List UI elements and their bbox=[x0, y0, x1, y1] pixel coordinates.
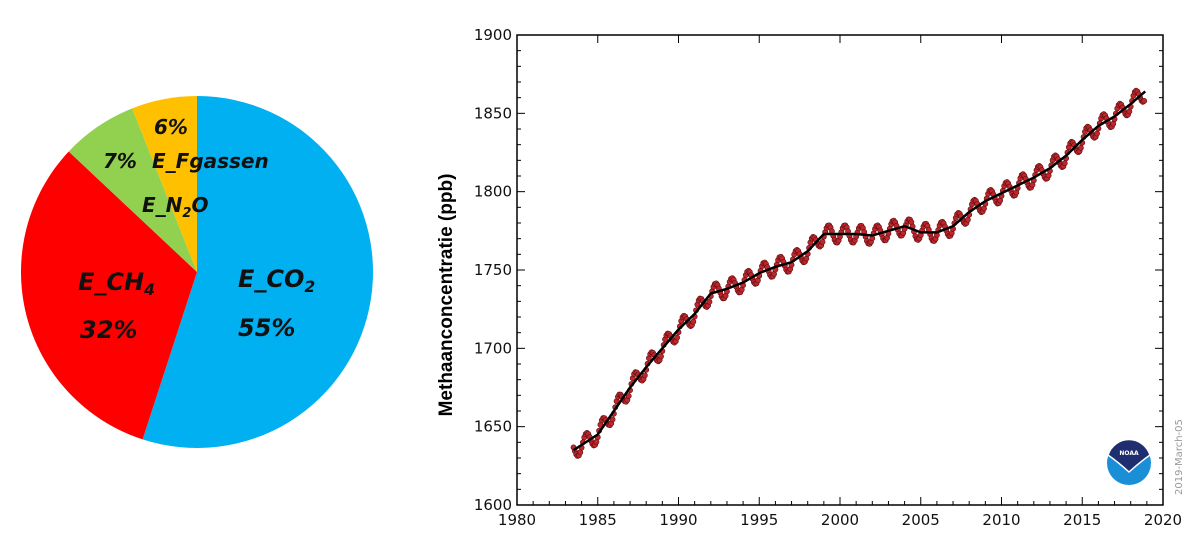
x-tick-label: 2020 bbox=[1144, 511, 1182, 529]
x-tick-label: 1980 bbox=[498, 511, 536, 529]
monthly-point bbox=[819, 239, 826, 245]
y-tick-label: 1650 bbox=[474, 418, 512, 436]
x-tick-label: 2005 bbox=[902, 511, 940, 529]
monthly-point bbox=[690, 318, 697, 325]
pie-pct-E_N2O: 7% bbox=[103, 149, 137, 173]
monthly-point bbox=[658, 353, 664, 360]
monthly-point bbox=[641, 372, 648, 379]
monthly-point bbox=[625, 393, 632, 399]
pie-slice-E_N2O bbox=[68, 108, 197, 272]
pie-pct-E_CH4: 32% bbox=[80, 316, 137, 344]
pie-slice-E_CH4 bbox=[20, 151, 197, 440]
x-tick-label: 1995 bbox=[740, 511, 778, 529]
plot-frame bbox=[516, 34, 1164, 506]
y-tick-label: 1700 bbox=[474, 339, 512, 357]
noaa-logo: NOAA bbox=[1107, 438, 1151, 485]
x-tick-label: 1990 bbox=[659, 511, 697, 529]
monthly-point bbox=[1141, 98, 1148, 104]
x-tick-label: 2010 bbox=[982, 511, 1020, 529]
pie-label-E_CO2: E_CO2 bbox=[238, 265, 315, 296]
pie-slice-E_Fgassen bbox=[132, 96, 197, 272]
y-tick-label: 1750 bbox=[474, 261, 512, 279]
pie-pct-E_CO2: 55% bbox=[238, 314, 295, 342]
pie-label-E_N2O: E_N2O bbox=[142, 193, 208, 221]
methane-line-chart: 1980 1985 1990 1995 2000 2005 2010 2015 2020 1600… bbox=[436, 26, 1185, 529]
y-tick-label: 1800 bbox=[474, 183, 512, 201]
monthly-point bbox=[981, 205, 987, 212]
pie-slice-E_CO2 bbox=[142, 96, 373, 449]
monthly-point bbox=[803, 255, 810, 262]
pie-pct-E_Fgassen: 6% bbox=[154, 115, 188, 139]
trend-line bbox=[572, 90, 1147, 452]
x-tick-label: 2015 bbox=[1063, 511, 1101, 529]
x-tick-label: 2000 bbox=[821, 511, 859, 529]
pie-label-E_Fgassen: E_Fgassen bbox=[152, 149, 269, 173]
date-annotation: 2019-March-05 bbox=[1174, 419, 1185, 495]
y-tick-label: 1850 bbox=[474, 104, 512, 122]
monthly-point bbox=[674, 334, 681, 341]
monthly-point bbox=[964, 216, 971, 223]
monthly-point bbox=[1126, 108, 1133, 115]
y-tick-label: 1900 bbox=[474, 26, 512, 44]
noaa-logo-text: NOAA bbox=[1119, 450, 1139, 457]
monthly-point bbox=[1061, 160, 1068, 167]
x-tick-label: 1985 bbox=[579, 511, 617, 529]
monthly-point bbox=[1078, 144, 1084, 151]
monthly-point bbox=[1094, 130, 1100, 137]
y-tick-label: 1600 bbox=[474, 496, 512, 514]
y-axis-label: Methaanconcentratie (ppb) bbox=[436, 174, 457, 417]
pie-label-E_CH4: E_CH4 bbox=[78, 268, 155, 299]
monthly-point bbox=[609, 416, 616, 423]
monthly-point bbox=[706, 298, 713, 305]
